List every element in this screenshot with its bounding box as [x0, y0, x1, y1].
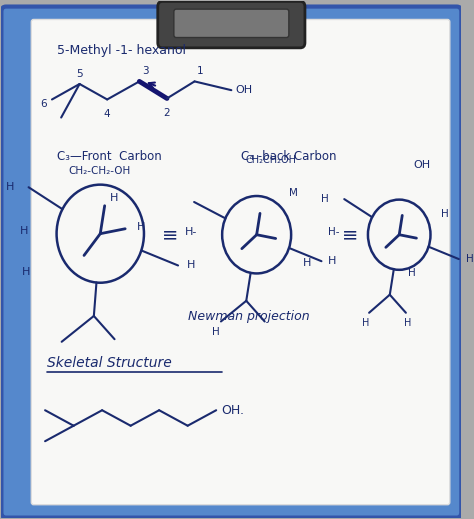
Text: H: H [212, 327, 219, 337]
Text: H: H [6, 182, 14, 192]
FancyBboxPatch shape [31, 19, 450, 504]
Text: H: H [466, 254, 474, 264]
Text: 5-Methyl -1- hexanol: 5-Methyl -1- hexanol [56, 44, 186, 57]
Text: CH₂-CH₂-OH: CH₂-CH₂-OH [68, 166, 130, 176]
Text: 6: 6 [40, 99, 47, 108]
Text: H: H [321, 194, 329, 204]
Text: C₄ -back Carbon: C₄ -back Carbon [240, 150, 336, 163]
Text: Skeletal Structure: Skeletal Structure [47, 356, 172, 370]
Text: H-: H- [328, 227, 339, 237]
Text: 2: 2 [163, 108, 170, 118]
Text: C₃—Front  Carbon: C₃—Front Carbon [56, 150, 161, 163]
Text: 5: 5 [76, 69, 82, 79]
Text: 1: 1 [197, 66, 203, 76]
FancyBboxPatch shape [158, 2, 305, 48]
Text: ≡: ≡ [163, 225, 179, 244]
Text: ≡: ≡ [342, 225, 358, 244]
Text: H: H [362, 318, 370, 328]
Text: H: H [22, 267, 30, 278]
FancyBboxPatch shape [174, 9, 289, 37]
Text: H: H [20, 226, 28, 236]
Text: H: H [409, 268, 416, 278]
Text: H: H [441, 209, 448, 219]
Text: H: H [403, 318, 411, 328]
Text: OH: OH [413, 160, 430, 170]
Text: OH.: OH. [222, 404, 245, 417]
Text: H: H [109, 193, 118, 203]
Text: H: H [302, 258, 311, 268]
Text: H-: H- [185, 227, 198, 237]
Text: H: H [328, 256, 337, 266]
Text: H: H [187, 261, 196, 270]
Text: CH₂CH₂OH: CH₂CH₂OH [245, 155, 296, 165]
Text: M: M [289, 188, 298, 198]
Text: 4: 4 [103, 109, 110, 119]
Text: OH: OH [235, 85, 252, 95]
Text: Newman projection: Newman projection [188, 310, 309, 323]
Text: 3: 3 [142, 66, 148, 76]
FancyBboxPatch shape [1, 7, 461, 517]
Text: H: H [137, 223, 145, 233]
